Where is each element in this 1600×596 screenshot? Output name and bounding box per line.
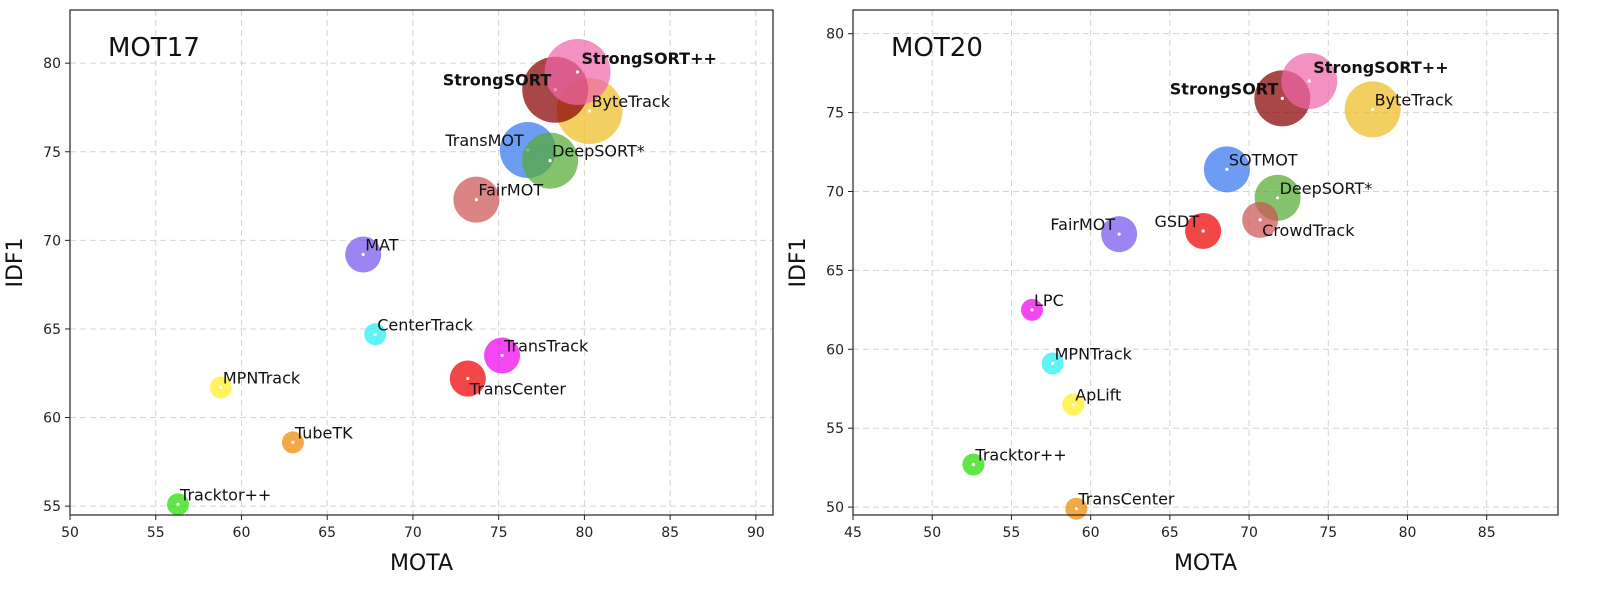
x-axis-title: MOTA [390, 551, 453, 576]
data-point-center [1371, 107, 1375, 112]
x-tick-label: 50 [61, 525, 79, 541]
x-tick-label: 60 [233, 525, 251, 541]
data-point-center [500, 353, 504, 358]
point-label: StrongSORT++ [1313, 58, 1448, 77]
point-label: StrongSORT [1170, 79, 1279, 98]
data-point-center [1307, 79, 1311, 83]
data-point-center [291, 440, 295, 444]
x-tick-label: 60 [1082, 525, 1100, 541]
x-tick-label: 55 [147, 525, 165, 541]
y-axis-title: IDF1 [3, 237, 28, 287]
data-point-center [1225, 167, 1229, 171]
data-point-center [1258, 218, 1262, 222]
point-label: LPC [1034, 291, 1064, 310]
x-tick-label: 70 [1240, 525, 1258, 541]
point-label: TransCenter [1077, 490, 1175, 509]
data-point-center [1051, 361, 1055, 366]
y-tick-label: 75 [826, 106, 844, 122]
plot-frame [852, 9, 1559, 516]
x-tick-label: 65 [1161, 525, 1179, 541]
x-tick-label: 65 [318, 525, 336, 541]
y-tick-label: 70 [43, 233, 61, 249]
point-label: TransCenter [469, 380, 567, 399]
data-point-center [361, 252, 365, 257]
x-tick-label: 80 [575, 525, 593, 541]
point-label: DeepSORT* [1280, 179, 1373, 198]
point-label: Tracktor++ [179, 485, 271, 504]
data-point-center [474, 197, 478, 202]
point-label: SOTMOT [1229, 150, 1298, 169]
point-label: FairMOT [478, 181, 543, 200]
data-point-center [373, 332, 377, 336]
chart-title: MOT17 [108, 33, 200, 63]
data-point-center [575, 70, 580, 74]
point-label: TransMOT [444, 131, 524, 150]
data-point-center [176, 502, 180, 506]
x-tick-label: 75 [1319, 525, 1337, 541]
point-label: GSDT [1154, 212, 1199, 231]
point-label: MAT [365, 236, 399, 255]
x-tick-label: 80 [1399, 525, 1417, 541]
chart-title: MOT20 [891, 33, 983, 63]
point-label: ApLift [1075, 386, 1121, 405]
x-tick-label: 45 [844, 525, 862, 541]
data-point-center [219, 385, 223, 390]
data-point-center [587, 109, 592, 113]
point-label: CenterTrack [377, 315, 473, 334]
point-label: DeepSORT* [552, 142, 645, 161]
y-tick-label: 60 [43, 411, 61, 427]
plot-area [70, 10, 773, 515]
data-point-center [1201, 229, 1205, 233]
data-point-center [1074, 507, 1078, 511]
x-axis-title: MOTA [1174, 551, 1237, 576]
y-tick-label: 75 [43, 145, 61, 161]
point-label: StrongSORT++ [582, 49, 717, 68]
x-tick-label: 85 [661, 525, 679, 541]
x-tick-label: 85 [1478, 525, 1496, 541]
data-point-center [1071, 402, 1075, 407]
x-tick-label: 50 [923, 525, 941, 541]
point-label: FairMOT [1050, 215, 1115, 234]
data-point-center [971, 462, 976, 467]
data-point-center [1280, 96, 1284, 100]
y-tick-label: 70 [826, 184, 844, 200]
chart-panel-mot20: 45 50 55 60 65 70 75 80 8550556065707580TransCen… [786, 9, 1559, 576]
plot-frame [69, 9, 774, 516]
data-point-center [466, 376, 470, 381]
point-label: StrongSORT [443, 71, 552, 90]
x-tick-label: 90 [747, 525, 765, 541]
data-point-center [1117, 232, 1121, 236]
plot-area [853, 10, 1558, 515]
data-point-center [548, 159, 552, 163]
y-tick-label: 55 [43, 499, 61, 515]
point-label: ByteTrack [1375, 90, 1454, 109]
y-tick-label: 65 [43, 322, 61, 338]
x-tick-label: 70 [404, 525, 422, 541]
point-label: CrowdTrack [1262, 221, 1355, 240]
point-label: MPNTrack [223, 368, 301, 387]
y-axis-title: IDF1 [786, 237, 811, 287]
point-label: TransTrack [503, 337, 589, 356]
point-label: MPNTrack [1055, 345, 1133, 364]
data-point-center [1275, 196, 1280, 200]
y-tick-label: 50 [826, 500, 844, 516]
y-tick-label: 65 [826, 263, 844, 279]
x-tick-label: 55 [1003, 525, 1021, 541]
x-tick-label: 75 [490, 525, 508, 541]
data-point-center [1030, 308, 1034, 312]
chart-panel-mot17: 50 55 60 65 70 75 80 85 90556065707580Tracktor++… [3, 9, 774, 576]
y-tick-label: 60 [826, 342, 844, 358]
y-tick-label: 55 [826, 421, 844, 437]
point-label: TubeTK [294, 423, 353, 442]
y-tick-label: 80 [826, 27, 844, 43]
y-tick-label: 80 [43, 56, 61, 72]
point-label: ByteTrack [592, 92, 671, 111]
point-label: Tracktor++ [974, 446, 1066, 465]
